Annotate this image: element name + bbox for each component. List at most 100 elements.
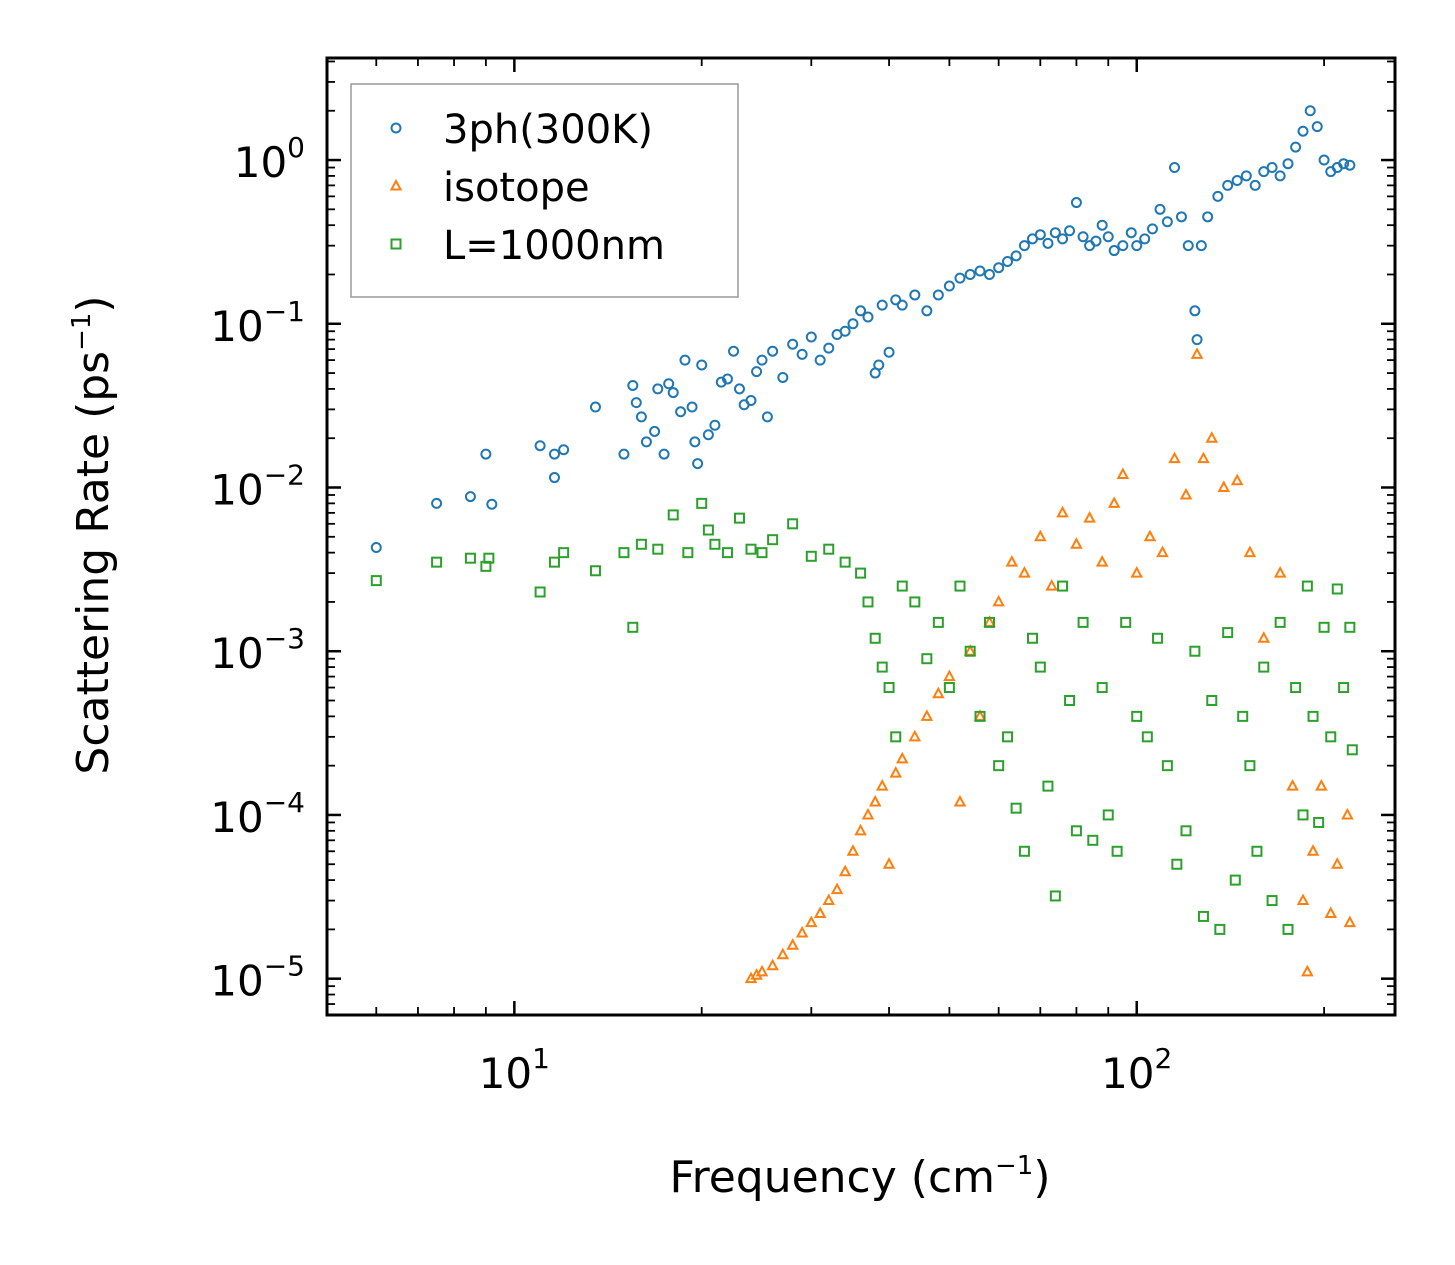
circle-point (1070, 197, 1082, 209)
x-axis-label: Frequency (cm−1) (669, 1151, 1050, 1203)
circle-point (689, 436, 701, 448)
circle-point (558, 444, 570, 456)
circle-point (480, 448, 492, 460)
circle-point (658, 448, 670, 460)
square-point (1189, 645, 1201, 657)
triangle-point (1286, 779, 1299, 791)
circle-point (896, 299, 908, 311)
circle-point (1274, 170, 1286, 182)
circle-point (1096, 219, 1108, 231)
triangle-point (1341, 807, 1354, 820)
square-point (1064, 695, 1076, 707)
triangle-point (1083, 511, 1096, 523)
tick-labels: 101 102 100 10−1 10−2 10−3 10−4 10−5 (210, 131, 1172, 1098)
triangle-point (1330, 857, 1344, 869)
triangle-point (766, 958, 779, 971)
circle-point (1195, 240, 1207, 252)
square-point (1331, 583, 1343, 595)
triangle-point (1257, 631, 1271, 643)
y-tick-label: 10−3 (210, 622, 305, 678)
legend-label: L=1000nm (443, 223, 665, 269)
circle-point (1191, 334, 1203, 346)
square-point (756, 547, 768, 559)
triangle-point (943, 669, 956, 682)
circle-point (721, 373, 733, 385)
circle-point (702, 429, 714, 441)
circle-point (464, 491, 476, 503)
square-point (1026, 632, 1038, 644)
triangle-point (1034, 529, 1047, 542)
circle-point (993, 262, 1005, 274)
circle-point (627, 379, 639, 391)
square-point (862, 596, 874, 608)
circle-point (983, 268, 995, 280)
square-point (1325, 731, 1337, 743)
square-point (1120, 616, 1132, 628)
legend-marker-triangle (389, 178, 403, 191)
triangle-point (953, 794, 967, 807)
y-tick-label: 10−4 (210, 786, 305, 842)
circle-point (1169, 162, 1181, 174)
square-point (1111, 845, 1123, 857)
square-point (1131, 710, 1143, 722)
square-point (876, 661, 888, 673)
legend: 3ph(300K) isotope L=1000nm (350, 83, 739, 298)
triangle-point (813, 906, 827, 919)
triangle-point (1315, 779, 1328, 791)
triangle-point (861, 807, 875, 820)
triangle-point (1156, 545, 1169, 558)
circle-point (1222, 179, 1234, 191)
square-point (1010, 802, 1022, 814)
square-point (370, 575, 382, 587)
legend-label: isotope (443, 165, 590, 211)
triangle-point (1190, 347, 1204, 359)
square-point (954, 580, 966, 592)
circle-point (692, 458, 704, 470)
circle-point (1304, 105, 1316, 117)
square-point (696, 497, 708, 509)
circle-point (814, 354, 826, 366)
circle-point (589, 401, 601, 413)
series-triangle (744, 347, 1357, 984)
triangle-point (1343, 915, 1357, 928)
square-point (823, 543, 835, 555)
circle-point (370, 542, 382, 554)
triangle-point (992, 594, 1005, 607)
circle-point (796, 348, 808, 360)
square-point (1152, 632, 1164, 644)
triangle-point (1179, 487, 1193, 500)
triangle-point (1197, 451, 1210, 464)
circle-point (640, 436, 652, 448)
triangle-point (1095, 555, 1109, 567)
x-tick-label: 102 (1101, 1042, 1172, 1098)
y-tick-label: 10−1 (210, 295, 305, 351)
square-point (964, 645, 976, 657)
triangle-point (1243, 545, 1257, 558)
triangle-point (1107, 496, 1121, 508)
square-point (1180, 825, 1192, 837)
square-point (1018, 845, 1030, 857)
circle-point (1049, 227, 1061, 239)
square-point (974, 710, 986, 722)
circle-point (855, 305, 867, 317)
circle-point (1042, 237, 1054, 249)
circle-point (805, 331, 817, 343)
square-point (1096, 682, 1108, 694)
circle-point (649, 425, 661, 437)
circle-point (652, 383, 664, 395)
circle-point (635, 411, 647, 423)
square-point (1282, 923, 1294, 935)
square-point (1266, 895, 1278, 907)
square-point (1297, 809, 1309, 821)
circle-point (548, 472, 560, 484)
triangle-point (1230, 473, 1244, 486)
legend-label: 3ph(300K) (443, 107, 653, 153)
circle-point (1131, 240, 1143, 252)
circle-point (1318, 154, 1330, 166)
square-point (1141, 731, 1153, 743)
square-point (943, 682, 955, 694)
circle-point (862, 311, 874, 323)
circle-point (1108, 245, 1120, 257)
triangle-point (838, 864, 852, 877)
circle-point (1231, 174, 1243, 186)
